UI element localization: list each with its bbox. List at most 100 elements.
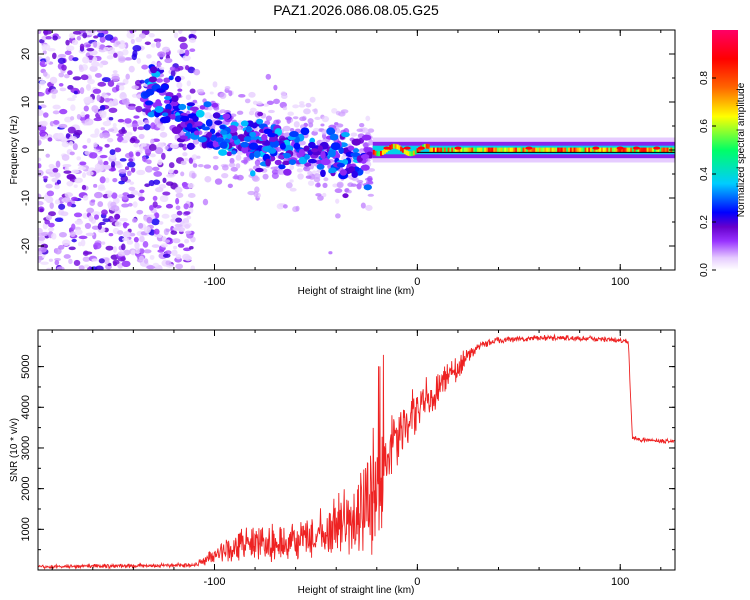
tracked-line-cell bbox=[484, 147, 487, 153]
spectrogram-cell bbox=[71, 169, 80, 174]
spectrogram-cell bbox=[54, 199, 61, 205]
colorbar-gradient bbox=[712, 30, 738, 270]
spectrogram-cell bbox=[135, 105, 143, 113]
spectrogram-cell bbox=[368, 139, 374, 146]
spectrogram-cell bbox=[38, 135, 42, 141]
spectrogram-cell bbox=[233, 174, 239, 180]
spectrogram-cell bbox=[130, 123, 139, 128]
spectrogram-cell bbox=[154, 117, 161, 125]
spectrogram-cell bbox=[89, 49, 98, 56]
spectrogram-cell bbox=[38, 227, 43, 234]
spectrogram-cell bbox=[289, 179, 294, 183]
spectrogram-cell bbox=[131, 85, 139, 90]
spectrogram-cell bbox=[121, 243, 126, 251]
spectrogram-cell bbox=[42, 112, 49, 118]
spectrogram-cell bbox=[282, 204, 288, 209]
tracked-line-cell bbox=[506, 147, 509, 153]
spectrogram-cell bbox=[94, 163, 101, 170]
tracked-line-cell bbox=[641, 147, 644, 153]
spectrogram-cell bbox=[168, 162, 175, 169]
spectrogram-cell bbox=[106, 55, 114, 60]
spectrogram-cell bbox=[99, 132, 104, 139]
spectrogram-cell bbox=[102, 218, 111, 223]
spectrogram-cell bbox=[111, 75, 121, 82]
spectrogram-cell bbox=[118, 128, 127, 135]
tracked-line-cell bbox=[500, 147, 503, 153]
tracked-line-cell bbox=[527, 147, 531, 153]
spectrogram-cell bbox=[205, 119, 213, 127]
spectrogram-cell bbox=[153, 38, 162, 43]
spectrogram-cell bbox=[38, 92, 45, 97]
spectrogram-cell bbox=[162, 46, 171, 53]
spectrogram-cell bbox=[170, 69, 176, 77]
spectrogram-cell bbox=[322, 182, 328, 188]
spectrogram-cell bbox=[94, 128, 100, 136]
tracked-line-cell bbox=[390, 144, 394, 150]
spectrogram-cell bbox=[170, 214, 177, 219]
spectrogram-cell bbox=[119, 217, 128, 222]
spectrogram-cell bbox=[162, 177, 167, 184]
spectrogram-cell bbox=[201, 126, 210, 131]
spectrogram-cell bbox=[312, 108, 318, 112]
tracked-line-cell bbox=[562, 147, 565, 153]
spectrogram-cell bbox=[164, 95, 172, 101]
tracked-line-cell bbox=[440, 147, 443, 153]
snr-panel: -100 0 100 1000 2000 3000 4000 5000 Height of s… bbox=[9, 329, 676, 596]
spectrogram-cell bbox=[243, 136, 253, 142]
colorbar-tick-label: 0.8 bbox=[699, 71, 710, 85]
spectrogram-cell bbox=[122, 222, 130, 227]
spectrogram-cell bbox=[139, 79, 145, 84]
spectrogram-cell bbox=[82, 32, 88, 39]
spectrogram-cell bbox=[170, 218, 177, 223]
spectrogram-cell bbox=[171, 95, 179, 103]
tracked-line-cell bbox=[431, 147, 434, 153]
spectrogram-cell bbox=[293, 142, 301, 150]
spectrogram-cell bbox=[82, 172, 87, 179]
spectrogram-cell bbox=[209, 114, 214, 120]
spectrogram-cell bbox=[331, 107, 338, 114]
tracked-line-cell bbox=[449, 147, 452, 153]
spectrogram-cell bbox=[183, 247, 192, 252]
tracked-line-peak bbox=[417, 146, 425, 150]
spectrogram-y-tick-label: 10 bbox=[20, 96, 32, 108]
spectrogram-cell bbox=[281, 152, 292, 159]
spectrogram-cell bbox=[175, 197, 180, 205]
spectrogram-cell bbox=[38, 250, 43, 256]
tracked-line-cell bbox=[385, 147, 388, 153]
spectrogram-cell bbox=[63, 254, 71, 259]
tracked-line-cell bbox=[533, 147, 536, 153]
spectrogram-cell bbox=[365, 180, 374, 185]
spectrogram-cell bbox=[134, 247, 141, 255]
spectrogram-cell bbox=[252, 100, 258, 105]
tracked-line-cell bbox=[487, 147, 491, 153]
tracked-line-cell bbox=[376, 151, 379, 157]
spectrogram-cell bbox=[45, 215, 52, 221]
tracked-line-cell bbox=[659, 147, 662, 153]
spectrogram-cell bbox=[328, 251, 333, 255]
spectrogram-cell bbox=[154, 105, 164, 113]
spectrogram-cell bbox=[69, 231, 76, 237]
spectrogram-cell bbox=[124, 57, 133, 61]
spectrogram-cell bbox=[177, 243, 185, 248]
spectrogram-cell bbox=[87, 78, 95, 85]
tracked-line-cell bbox=[467, 147, 470, 153]
tracked-line-cell bbox=[436, 147, 439, 153]
spectrogram-cell bbox=[350, 152, 361, 157]
tracked-line-cell bbox=[405, 150, 408, 156]
tracked-line-cell bbox=[451, 147, 454, 153]
spectrogram-cell bbox=[307, 158, 317, 164]
spectrogram-cell bbox=[336, 163, 346, 168]
spectrogram-cell bbox=[110, 205, 120, 212]
spectrogram-cell bbox=[48, 258, 53, 262]
tracked-line-cell bbox=[403, 149, 407, 155]
spectrogram-cell bbox=[43, 44, 51, 51]
spectrogram-x-tick-label: 100 bbox=[611, 276, 629, 288]
spectrogram-cell bbox=[235, 154, 242, 161]
tracked-line-cell bbox=[558, 147, 562, 153]
spectrogram-cell bbox=[54, 260, 60, 266]
tracked-line-cell bbox=[454, 147, 458, 153]
spectrogram-cell bbox=[54, 217, 64, 222]
spectrogram-cell bbox=[58, 123, 68, 129]
spectrogram-cell bbox=[192, 138, 200, 145]
